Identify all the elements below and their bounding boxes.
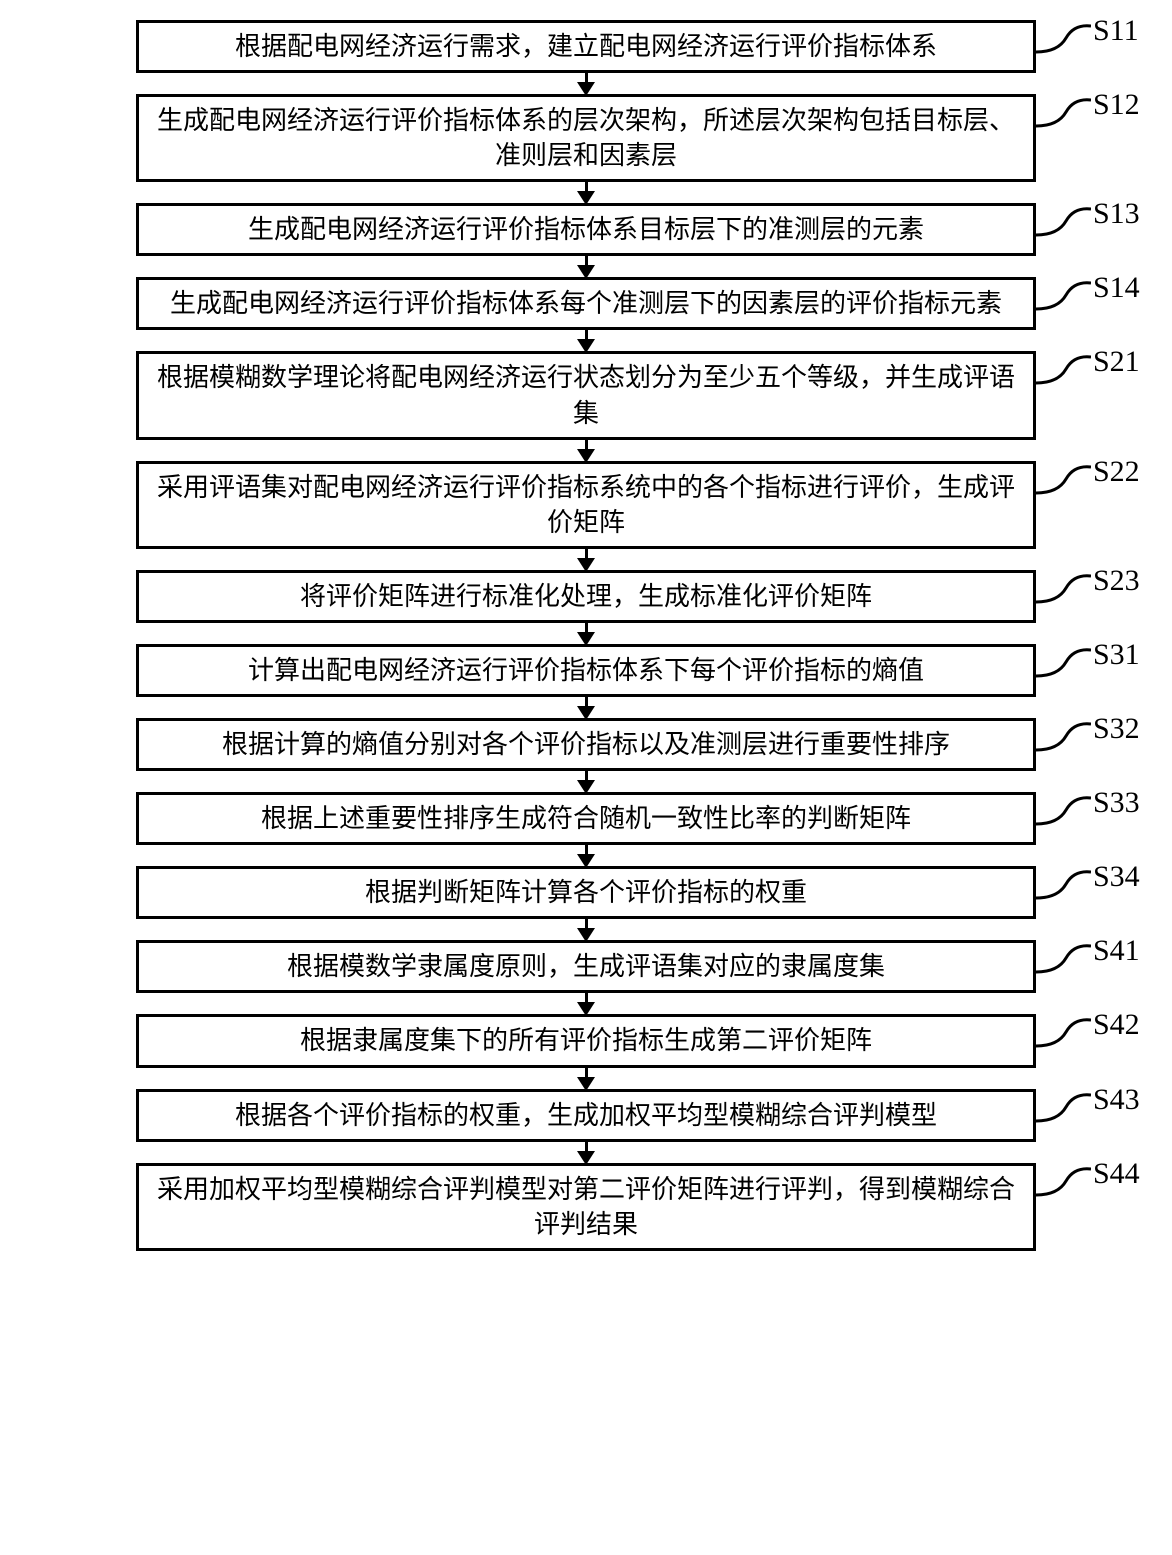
arrow-down-icon	[577, 71, 595, 96]
arrow-down-icon	[577, 328, 595, 353]
connector-curve-icon	[1036, 281, 1091, 317]
step-label-wrap: S13	[1036, 203, 1140, 256]
step-label-wrap: S31	[1036, 644, 1140, 697]
arrow-down-icon	[577, 695, 595, 720]
step-label: S21	[1093, 345, 1140, 379]
step-label-wrap: S32	[1036, 718, 1140, 771]
step-box: 根据配电网经济运行需求，建立配电网经济运行评价指标体系	[136, 20, 1036, 73]
step-box: 计算出配电网经济运行评价指标体系下每个评价指标的熵值	[136, 644, 1036, 697]
step-row: 生成配电网经济运行评价指标体系目标层下的准测层的元素S13	[40, 203, 1132, 256]
step-label-wrap: S11	[1036, 20, 1139, 73]
step-row: 根据判断矩阵计算各个评价指标的权重S34	[40, 866, 1132, 919]
step-label-wrap: S12	[1036, 94, 1140, 182]
connector-curve-icon	[1036, 722, 1091, 758]
connector-curve-icon	[1036, 465, 1091, 501]
step-box: 根据模糊数学理论将配电网经济运行状态划分为至少五个等级，并生成评语集	[136, 351, 1036, 439]
step-label: S12	[1093, 88, 1140, 122]
step-label-wrap: S23	[1036, 570, 1140, 623]
connector-curve-icon	[1036, 944, 1091, 980]
step-label-wrap: S42	[1036, 1014, 1140, 1067]
step-box: 采用加权平均型模糊综合评判模型对第二评价矩阵进行评判，得到模糊综合评判结果	[136, 1163, 1036, 1251]
arrow-down-icon	[577, 254, 595, 279]
connector-curve-icon	[1036, 574, 1091, 610]
step-label-wrap: S14	[1036, 277, 1140, 330]
step-row: 计算出配电网经济运行评价指标体系下每个评价指标的熵值S31	[40, 644, 1132, 697]
step-label-wrap: S43	[1036, 1089, 1140, 1142]
step-row: 根据上述重要性排序生成符合随机一致性比率的判断矩阵S33	[40, 792, 1132, 845]
connector-curve-icon	[1036, 98, 1091, 134]
step-box: 生成配电网经济运行评价指标体系的层次架构，所述层次架构包括目标层、准则层和因素层	[136, 94, 1036, 182]
step-label-wrap: S41	[1036, 940, 1140, 993]
step-row: 采用加权平均型模糊综合评判模型对第二评价矩阵进行评判，得到模糊综合评判结果S44	[40, 1163, 1132, 1251]
arrow-down-icon	[577, 769, 595, 794]
step-label: S42	[1093, 1008, 1140, 1042]
connector-curve-icon	[1036, 648, 1091, 684]
step-row: 根据计算的熵值分别对各个评价指标以及准测层进行重要性排序S32	[40, 718, 1132, 771]
step-label-wrap: S21	[1036, 351, 1140, 439]
arrow-down-icon	[577, 917, 595, 942]
arrow-down-icon	[577, 180, 595, 205]
step-box: 根据判断矩阵计算各个评价指标的权重	[136, 866, 1036, 919]
connector-curve-icon	[1036, 1167, 1091, 1203]
arrow-down-icon	[577, 991, 595, 1016]
step-row: 采用评语集对配电网经济运行评价指标系统中的各个指标进行评价，生成评价矩阵S22	[40, 461, 1132, 549]
step-row: 根据隶属度集下的所有评价指标生成第二评价矩阵S42	[40, 1014, 1132, 1067]
step-label-wrap: S44	[1036, 1163, 1140, 1251]
step-label: S34	[1093, 860, 1140, 894]
connector-curve-icon	[1036, 796, 1091, 832]
arrow-down-icon	[577, 1066, 595, 1091]
arrow-down-icon	[577, 621, 595, 646]
connector-curve-icon	[1036, 24, 1091, 60]
step-label: S32	[1093, 712, 1140, 746]
connector-curve-icon	[1036, 870, 1091, 906]
step-row: 根据模数学隶属度原则，生成评语集对应的隶属度集S41	[40, 940, 1132, 993]
step-label: S14	[1093, 271, 1140, 305]
step-box: 生成配电网经济运行评价指标体系每个准测层下的因素层的评价指标元素	[136, 277, 1036, 330]
step-row: 根据配电网经济运行需求，建立配电网经济运行评价指标体系S11	[40, 20, 1132, 73]
step-label: S13	[1093, 197, 1140, 231]
step-box: 根据各个评价指标的权重，生成加权平均型模糊综合评判模型	[136, 1089, 1036, 1142]
step-box: 根据模数学隶属度原则，生成评语集对应的隶属度集	[136, 940, 1036, 993]
step-box: 采用评语集对配电网经济运行评价指标系统中的各个指标进行评价，生成评价矩阵	[136, 461, 1036, 549]
step-label: S11	[1093, 14, 1139, 48]
step-row: 将评价矩阵进行标准化处理，生成标准化评价矩阵S23	[40, 570, 1132, 623]
step-label: S31	[1093, 638, 1140, 672]
step-label-wrap: S34	[1036, 866, 1140, 919]
step-row: 根据各个评价指标的权重，生成加权平均型模糊综合评判模型S43	[40, 1089, 1132, 1142]
step-label: S23	[1093, 564, 1140, 598]
step-box: 根据计算的熵值分别对各个评价指标以及准测层进行重要性排序	[136, 718, 1036, 771]
step-box: 生成配电网经济运行评价指标体系目标层下的准测层的元素	[136, 203, 1036, 256]
step-box: 根据上述重要性排序生成符合随机一致性比率的判断矩阵	[136, 792, 1036, 845]
connector-curve-icon	[1036, 355, 1091, 391]
arrow-down-icon	[577, 843, 595, 868]
step-row: 生成配电网经济运行评价指标体系的层次架构，所述层次架构包括目标层、准则层和因素层…	[40, 94, 1132, 182]
step-label: S43	[1093, 1083, 1140, 1117]
arrow-down-icon	[577, 438, 595, 463]
step-row: 根据模糊数学理论将配电网经济运行状态划分为至少五个等级，并生成评语集S21	[40, 351, 1132, 439]
step-label-wrap: S33	[1036, 792, 1140, 845]
step-box: 根据隶属度集下的所有评价指标生成第二评价矩阵	[136, 1014, 1036, 1067]
connector-curve-icon	[1036, 1093, 1091, 1129]
connector-curve-icon	[1036, 207, 1091, 243]
step-label: S22	[1093, 455, 1140, 489]
step-label-wrap: S22	[1036, 461, 1140, 549]
arrow-down-icon	[577, 547, 595, 572]
step-label: S33	[1093, 786, 1140, 820]
step-label: S41	[1093, 934, 1140, 968]
step-row: 生成配电网经济运行评价指标体系每个准测层下的因素层的评价指标元素S14	[40, 277, 1132, 330]
flowchart-container: 根据配电网经济运行需求，建立配电网经济运行评价指标体系S11 生成配电网经济运行评…	[40, 20, 1132, 1251]
connector-curve-icon	[1036, 1018, 1091, 1054]
step-label: S44	[1093, 1157, 1140, 1191]
step-box: 将评价矩阵进行标准化处理，生成标准化评价矩阵	[136, 570, 1036, 623]
arrow-down-icon	[577, 1140, 595, 1165]
